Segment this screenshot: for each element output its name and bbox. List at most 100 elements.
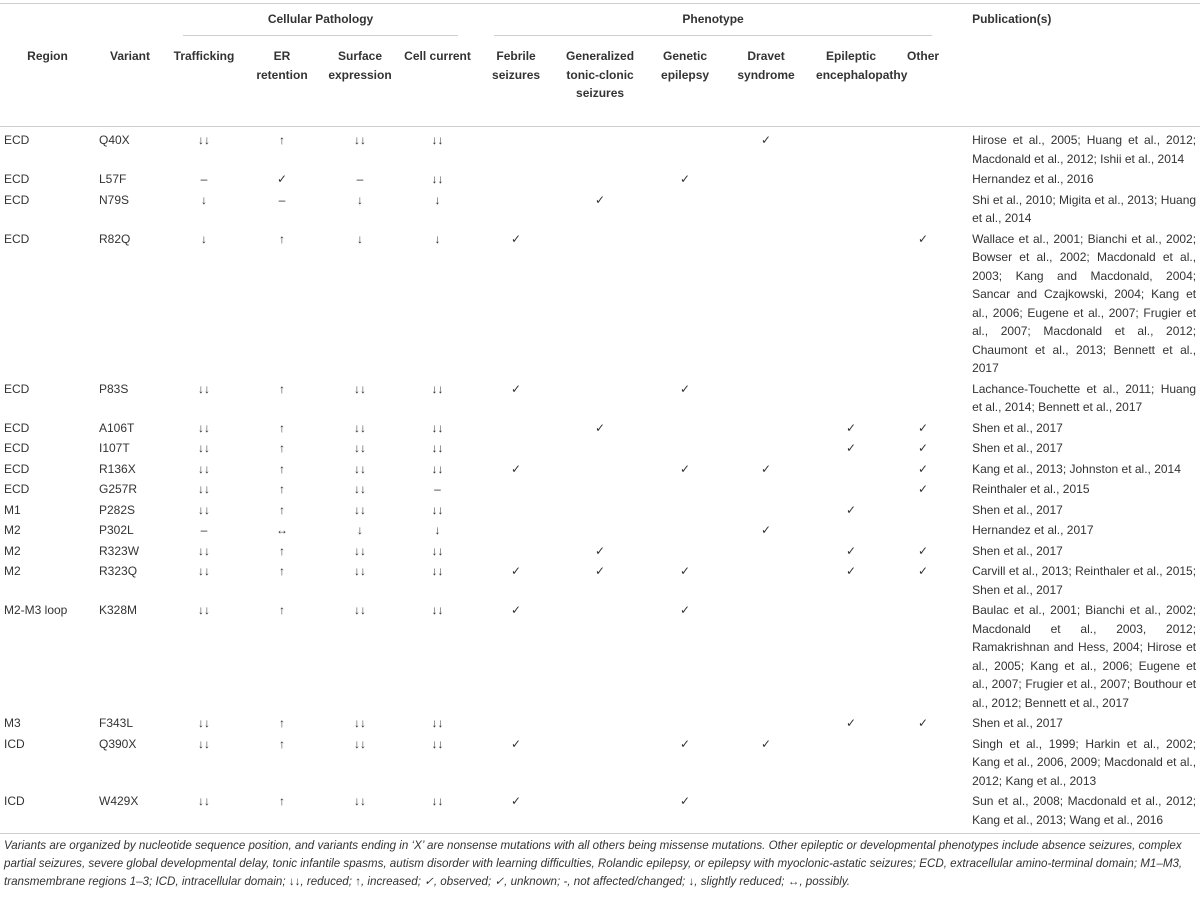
- table-cell: [644, 127, 726, 170]
- column-label: Epileptic encephalopathy: [816, 49, 908, 82]
- table-cell: ✓: [595, 420, 606, 435]
- table-cell: ↑: [279, 736, 285, 751]
- table-cell: ↓: [434, 523, 441, 537]
- table-cell: K328M: [99, 603, 138, 617]
- table-cell: M2: [4, 564, 21, 578]
- table-cell: [476, 713, 556, 734]
- table-cell: M1: [4, 502, 21, 517]
- table-cell: ✓: [511, 736, 522, 751]
- table-row: M2 R323Q ↓↓ ↑ ↓↓ ↓↓ ✓ ✓ ✓ ✓ ✓ Carvill et al., 2013;…: [0, 561, 1200, 600]
- table-cell: ✓: [680, 381, 691, 396]
- table-cell: [476, 190, 556, 229]
- table-cell: ✓: [680, 461, 691, 476]
- footnote: Variants are organized by nucleotide seq…: [4, 839, 1183, 888]
- table-cell: [896, 127, 950, 170]
- table-cell: [644, 479, 726, 500]
- table-cell: ↓↓: [198, 736, 210, 751]
- table-cell: [896, 791, 950, 834]
- table-cell: ↑: [279, 502, 285, 517]
- table-cell: ↓↓: [431, 461, 444, 476]
- column-label: Surface expression: [328, 49, 392, 82]
- table-cell: ↑: [279, 461, 285, 476]
- column-header: Cell current: [399, 41, 476, 127]
- table-cell: [476, 500, 556, 521]
- column-label: Trafficking: [173, 49, 235, 63]
- table-cell: ↓↓: [354, 482, 366, 496]
- table-cell: [644, 500, 726, 521]
- table-cell: [726, 791, 806, 834]
- table-cell: [476, 520, 556, 541]
- table-cell: [476, 479, 556, 500]
- table-cell: [476, 169, 556, 190]
- table-cell: P302L: [99, 523, 134, 537]
- table-cell: ✓: [511, 794, 522, 808]
- table-cell: ✓: [918, 441, 929, 455]
- table-cell: ECD: [4, 133, 30, 147]
- table-cell: [644, 438, 726, 459]
- publications-cell: Shen et al., 2017: [972, 420, 1063, 435]
- table-cell: ✓: [846, 543, 857, 558]
- table-cell: ↑: [279, 231, 285, 246]
- table-cell: ✓: [511, 461, 522, 476]
- table-cell: ↓↓: [431, 381, 444, 396]
- publications-cell: Hernandez et al., 2016: [972, 172, 1094, 186]
- table-cell: ↓↓: [198, 461, 210, 476]
- table-cell: ↑: [279, 543, 285, 558]
- table-cell: M2: [4, 523, 21, 537]
- table-cell: [806, 791, 896, 834]
- group-label: Cellular Pathology: [183, 10, 459, 36]
- table-cell: M3: [4, 716, 21, 730]
- table-head: Cellular Pathology Phenotype Publication…: [0, 3, 1200, 127]
- table-cell: ↓↓: [431, 172, 444, 186]
- table-cell: ECD: [4, 381, 30, 396]
- column-header: Surface expression: [321, 41, 399, 127]
- table-cell: ✓: [595, 543, 606, 558]
- publications-cell: Shen et al., 2017: [972, 441, 1063, 455]
- table-cell: –: [200, 523, 208, 537]
- column-header: Febrile seizures: [476, 41, 556, 127]
- table-cell: [476, 418, 556, 439]
- publications-cell: Hirose et al., 2005; Huang et al., 2012;…: [972, 133, 1197, 166]
- table-cell: [896, 190, 950, 229]
- table-cell: [556, 229, 644, 379]
- table-cell: [644, 418, 726, 439]
- table-cell: ↓↓: [354, 716, 366, 730]
- table-cell: R136X: [99, 461, 136, 476]
- column-header-row: Region Variant Trafficking ER retention Surf…: [0, 41, 1200, 127]
- table-cell: ↓↓: [198, 564, 210, 578]
- group-label: Phenotype: [494, 10, 933, 36]
- table-cell: ECD: [4, 441, 30, 455]
- table-row: ECD L57F – ✓ – ↓↓ ✓ Hernandez et al., 2016: [0, 169, 1200, 190]
- table-cell: ✓: [511, 231, 522, 246]
- table-cell: ↓↓: [354, 502, 366, 517]
- table-cell: ↓↓: [354, 133, 366, 147]
- table-cell: [726, 418, 806, 439]
- table-row: M1 P282S ↓↓ ↑ ↓↓ ↓↓ ✓ Shen et al., 2017: [0, 500, 1200, 521]
- table-cell: [556, 438, 644, 459]
- table-cell: [806, 520, 896, 541]
- table-cell: ✓: [846, 420, 857, 435]
- column-header: Variant: [95, 41, 165, 127]
- table-cell: [726, 379, 806, 418]
- table-cell: ✓: [918, 543, 929, 558]
- table-cell: ↓↓: [431, 736, 444, 751]
- table-cell: [726, 600, 806, 713]
- publications-cell: Singh et al., 1999; Harkin et al., 2002;…: [972, 736, 1197, 788]
- table-cell: [806, 169, 896, 190]
- table-cell: ↓↓: [198, 381, 210, 396]
- column-label: Other: [907, 49, 940, 63]
- column-label: Dravet syndrome: [737, 49, 795, 82]
- column-header: ER retention: [243, 41, 321, 127]
- table-cell: [726, 713, 806, 734]
- table-cell: ↓↓: [431, 603, 444, 617]
- publications-cell: Carvill et al., 2013; Reinthaler et al.,…: [972, 564, 1197, 597]
- table-cell: [896, 379, 950, 418]
- table-cell: [556, 379, 644, 418]
- table-row: M2-M3 loop K328M ↓↓ ↑ ↓↓ ↓↓ ✓ ✓ Baulac et al., 2…: [0, 600, 1200, 713]
- table-cell: Q40X: [99, 133, 130, 147]
- group-header-row: Cellular Pathology Phenotype Publication…: [0, 3, 1200, 42]
- table-cell: ↑: [279, 716, 285, 730]
- table-cell: [644, 190, 726, 229]
- table-cell: G257R: [99, 482, 138, 496]
- table-cell: ✓: [761, 736, 772, 751]
